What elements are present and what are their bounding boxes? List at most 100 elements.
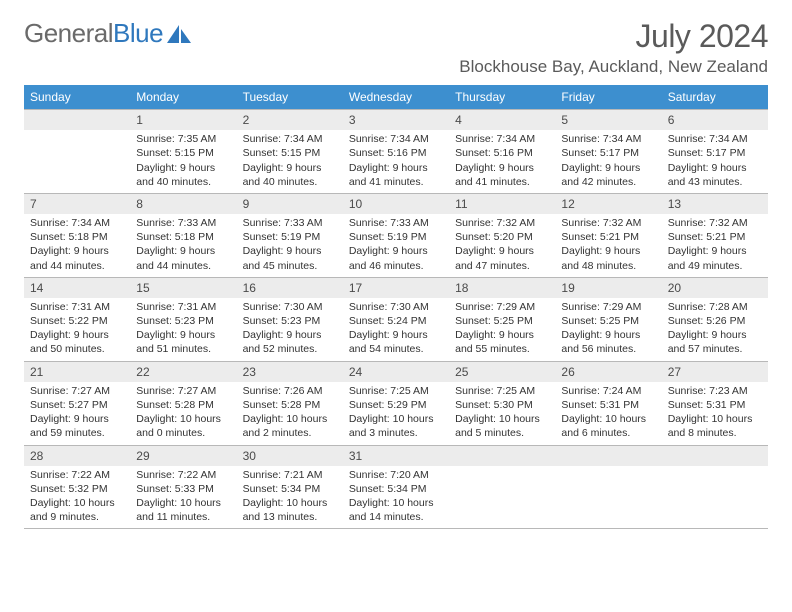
weekday-wednesday: Wednesday: [343, 85, 449, 109]
sunrise-text: Sunrise: 7:30 AM: [349, 300, 443, 314]
daylight-text: Daylight: 9 hours and 54 minutes.: [349, 328, 443, 356]
sunrise-text: Sunrise: 7:26 AM: [243, 384, 337, 398]
weekday-thursday: Thursday: [449, 85, 555, 109]
day-body: Sunrise: 7:30 AMSunset: 5:24 PMDaylight:…: [343, 298, 449, 361]
week-row: 28Sunrise: 7:22 AMSunset: 5:32 PMDayligh…: [24, 445, 768, 530]
sunset-text: Sunset: 5:19 PM: [243, 230, 337, 244]
daylight-text: Daylight: 10 hours and 5 minutes.: [455, 412, 549, 440]
day-number: 7: [24, 194, 130, 214]
day-body: Sunrise: 7:34 AMSunset: 5:16 PMDaylight:…: [449, 130, 555, 193]
sunset-text: Sunset: 5:18 PM: [30, 230, 124, 244]
sunrise-text: Sunrise: 7:32 AM: [561, 216, 655, 230]
day-cell: 5Sunrise: 7:34 AMSunset: 5:17 PMDaylight…: [555, 110, 661, 193]
day-body: Sunrise: 7:35 AMSunset: 5:15 PMDaylight:…: [130, 130, 236, 193]
sunset-text: Sunset: 5:31 PM: [668, 398, 762, 412]
day-body: Sunrise: 7:28 AMSunset: 5:26 PMDaylight:…: [662, 298, 768, 361]
daylight-text: Daylight: 10 hours and 8 minutes.: [668, 412, 762, 440]
sunrise-text: Sunrise: 7:25 AM: [349, 384, 443, 398]
sunrise-text: Sunrise: 7:31 AM: [30, 300, 124, 314]
daylight-text: Daylight: 10 hours and 0 minutes.: [136, 412, 230, 440]
sunrise-text: Sunrise: 7:32 AM: [455, 216, 549, 230]
day-number: 8: [130, 194, 236, 214]
day-number-empty: [555, 446, 661, 466]
sunrise-text: Sunrise: 7:35 AM: [136, 132, 230, 146]
day-body: Sunrise: 7:29 AMSunset: 5:25 PMDaylight:…: [555, 298, 661, 361]
daylight-text: Daylight: 9 hours and 57 minutes.: [668, 328, 762, 356]
daylight-text: Daylight: 10 hours and 6 minutes.: [561, 412, 655, 440]
day-cell: 27 Sunrise: 7:23 AMSunset: 5:31 PMDayligh…: [662, 362, 768, 445]
sunset-text: Sunset: 5:16 PM: [349, 146, 443, 160]
daylight-text: Daylight: 9 hours and 48 minutes.: [561, 244, 655, 272]
daylight-text: Daylight: 10 hours and 2 minutes.: [243, 412, 337, 440]
sunset-text: Sunset: 5:30 PM: [455, 398, 549, 412]
day-number: 9: [237, 194, 343, 214]
sunset-text: Sunset: 5:21 PM: [561, 230, 655, 244]
daylight-text: Daylight: 9 hours and 41 minutes.: [455, 161, 549, 189]
daylight-text: Daylight: 10 hours and 14 minutes.: [349, 496, 443, 524]
sunrise-text: Sunrise: 7:25 AM: [455, 384, 549, 398]
weekday-header-row: Sunday Monday Tuesday Wednesday Thursday…: [24, 85, 768, 109]
day-number: 12: [555, 194, 661, 214]
day-cell: [449, 446, 555, 529]
day-cell: 29Sunrise: 7:22 AMSunset: 5:33 PMDayligh…: [130, 446, 236, 529]
day-body: Sunrise: 7:33 AMSunset: 5:19 PMDaylight:…: [237, 214, 343, 277]
day-body: Sunrise: 7:25 AMSunset: 5:29 PMDaylight:…: [343, 382, 449, 445]
logo-text-blue: Blue: [113, 18, 163, 49]
day-number: 22: [130, 362, 236, 382]
day-cell: 20Sunrise: 7:28 AMSunset: 5:26 PMDayligh…: [662, 278, 768, 361]
day-body: Sunrise: 7:33 AMSunset: 5:19 PMDaylight:…: [343, 214, 449, 277]
calendar: Sunday Monday Tuesday Wednesday Thursday…: [24, 85, 768, 529]
day-body: Sunrise: 7:34 AMSunset: 5:18 PMDaylight:…: [24, 214, 130, 277]
day-number: 19: [555, 278, 661, 298]
sunset-text: Sunset: 5:28 PM: [136, 398, 230, 412]
sunrise-text: Sunrise: 7:33 AM: [349, 216, 443, 230]
sunset-text: Sunset: 5:20 PM: [455, 230, 549, 244]
day-cell: 18Sunrise: 7:29 AMSunset: 5:25 PMDayligh…: [449, 278, 555, 361]
day-number: 25: [449, 362, 555, 382]
sunset-text: Sunset: 5:25 PM: [455, 314, 549, 328]
day-cell: 16Sunrise: 7:30 AMSunset: 5:23 PMDayligh…: [237, 278, 343, 361]
day-number: 28: [24, 446, 130, 466]
day-number-empty: [24, 110, 130, 130]
weeks-container: 1Sunrise: 7:35 AMSunset: 5:15 PMDaylight…: [24, 109, 768, 529]
sunrise-text: Sunrise: 7:22 AM: [136, 468, 230, 482]
day-number: 2: [237, 110, 343, 130]
day-body: [24, 130, 130, 136]
day-number: 16: [237, 278, 343, 298]
sunset-text: Sunset: 5:19 PM: [349, 230, 443, 244]
sunrise-text: Sunrise: 7:23 AM: [668, 384, 762, 398]
day-body: Sunrise: 7:26 AMSunset: 5:28 PMDaylight:…: [237, 382, 343, 445]
sunset-text: Sunset: 5:23 PM: [136, 314, 230, 328]
day-body: Sunrise: 7:25 AMSunset: 5:30 PMDaylight:…: [449, 382, 555, 445]
day-number: 27: [662, 362, 768, 382]
day-body: Sunrise: 7:24 AMSunset: 5:31 PMDaylight:…: [555, 382, 661, 445]
daylight-text: Daylight: 9 hours and 46 minutes.: [349, 244, 443, 272]
sunrise-text: Sunrise: 7:20 AM: [349, 468, 443, 482]
daylight-text: Daylight: 10 hours and 13 minutes.: [243, 496, 337, 524]
daylight-text: Daylight: 9 hours and 44 minutes.: [136, 244, 230, 272]
day-cell: 2Sunrise: 7:34 AMSunset: 5:15 PMDaylight…: [237, 110, 343, 193]
daylight-text: Daylight: 9 hours and 44 minutes.: [30, 244, 124, 272]
day-cell: 8Sunrise: 7:33 AMSunset: 5:18 PMDaylight…: [130, 194, 236, 277]
sunrise-text: Sunrise: 7:34 AM: [668, 132, 762, 146]
sunrise-text: Sunrise: 7:33 AM: [243, 216, 337, 230]
sunset-text: Sunset: 5:23 PM: [243, 314, 337, 328]
day-number-empty: [449, 446, 555, 466]
day-body: [555, 466, 661, 472]
day-number: 17: [343, 278, 449, 298]
day-cell: 24Sunrise: 7:25 AMSunset: 5:29 PMDayligh…: [343, 362, 449, 445]
day-number: 5: [555, 110, 661, 130]
daylight-text: Daylight: 9 hours and 40 minutes.: [243, 161, 337, 189]
logo-text-general: General: [24, 18, 113, 49]
sunset-text: Sunset: 5:18 PM: [136, 230, 230, 244]
day-cell: 21Sunrise: 7:27 AMSunset: 5:27 PMDayligh…: [24, 362, 130, 445]
month-title: July 2024: [459, 18, 768, 55]
sunrise-text: Sunrise: 7:34 AM: [349, 132, 443, 146]
sunset-text: Sunset: 5:27 PM: [30, 398, 124, 412]
day-number: 23: [237, 362, 343, 382]
daylight-text: Daylight: 9 hours and 49 minutes.: [668, 244, 762, 272]
daylight-text: Daylight: 10 hours and 11 minutes.: [136, 496, 230, 524]
day-body: Sunrise: 7:27 AMSunset: 5:27 PMDaylight:…: [24, 382, 130, 445]
day-body: Sunrise: 7:33 AMSunset: 5:18 PMDaylight:…: [130, 214, 236, 277]
sunset-text: Sunset: 5:29 PM: [349, 398, 443, 412]
